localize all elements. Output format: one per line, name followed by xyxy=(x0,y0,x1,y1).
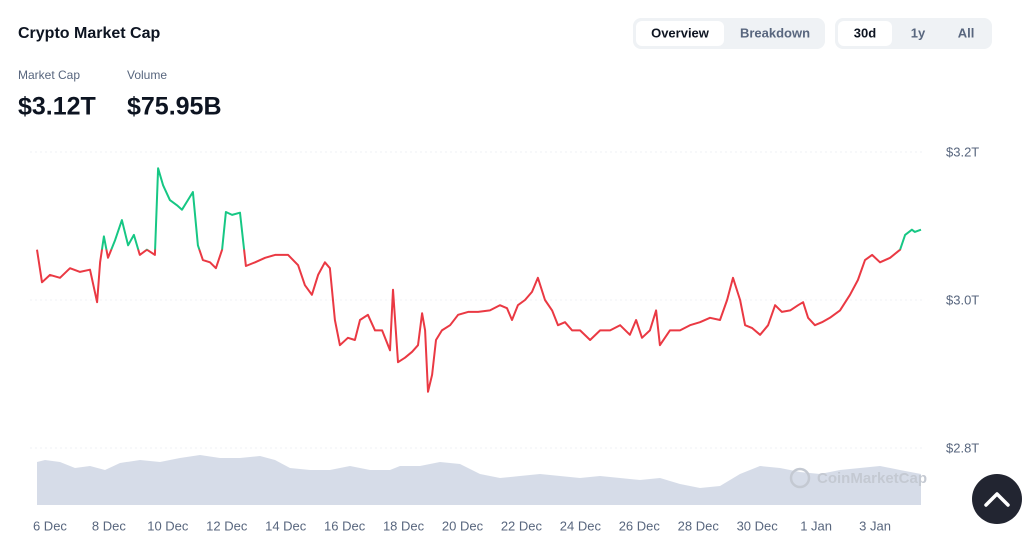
stat-value: $3.12T xyxy=(18,93,96,121)
watermark: CoinMarketCap xyxy=(817,470,927,487)
x-tick-label: 28 Dec xyxy=(678,518,720,533)
x-tick-label: 22 Dec xyxy=(501,518,543,533)
y-tick-label: $3.2T xyxy=(946,144,979,159)
tab-active xyxy=(636,21,724,46)
x-tick-label: 26 Dec xyxy=(619,518,661,533)
x-tick-label: 16 Dec xyxy=(324,518,366,533)
x-tick-label: 8 Dec xyxy=(92,518,126,533)
range-active xyxy=(838,21,892,46)
y-tick-label: $2.8T xyxy=(946,440,979,455)
scroll-top-button[interactable] xyxy=(972,474,1022,524)
x-tick-label: 18 Dec xyxy=(383,518,425,533)
y-tick-label: $3.0T xyxy=(946,292,979,307)
stat-value: $75.95B xyxy=(127,93,222,121)
watermark-logo xyxy=(789,467,811,489)
range[interactable]: All xyxy=(958,25,975,40)
chevron xyxy=(984,492,1010,507)
tab[interactable]: Breakdown xyxy=(740,25,810,40)
volume-area xyxy=(37,455,921,505)
scroll-top[interactable] xyxy=(972,474,1022,524)
range[interactable]: 1y xyxy=(911,25,926,40)
x-tick-label: 24 Dec xyxy=(560,518,602,533)
price-line xyxy=(36,167,922,393)
x-tick-label: 3 Jan xyxy=(859,518,891,533)
x-tick-label: 1 Jan xyxy=(800,518,832,533)
stat-label: Volume xyxy=(127,68,167,82)
x-tick-label: 12 Dec xyxy=(206,518,248,533)
range[interactable]: 30d xyxy=(854,25,876,40)
stat-label: Market Cap xyxy=(18,68,80,82)
x-tick-label: 14 Dec xyxy=(265,518,307,533)
x-tick-label: 30 Dec xyxy=(737,518,779,533)
x-tick-label: 20 Dec xyxy=(442,518,484,533)
tab[interactable]: Overview xyxy=(651,25,710,40)
title: Crypto Market Cap xyxy=(18,25,160,42)
x-tick-label: 6 Dec xyxy=(33,518,67,533)
x-tick-label: 10 Dec xyxy=(147,518,189,533)
